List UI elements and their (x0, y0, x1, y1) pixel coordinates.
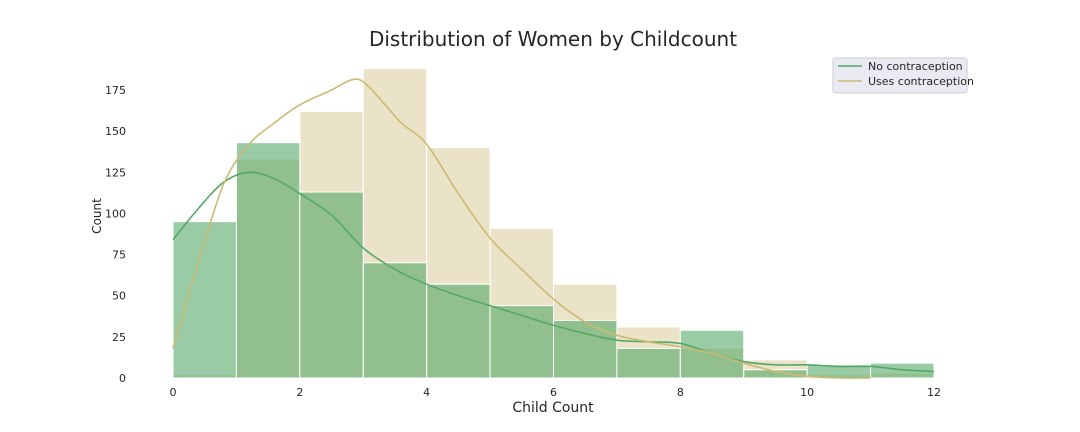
x-tick-label: 12 (927, 386, 941, 399)
kde-line-no-contraception (172, 171, 935, 373)
bar-no-contraception-11 (870, 362, 935, 379)
y-tick-label: 100 (105, 207, 126, 220)
x-axis-label: Child Count (512, 400, 594, 416)
y-tick-label: 50 (112, 290, 126, 303)
bar-no-contraception-1 (235, 142, 301, 379)
bar-no-contraception-6 (553, 319, 618, 379)
bar-no-contraception-4 (426, 283, 491, 379)
x-tick-label: 2 (296, 386, 303, 399)
y-axis-label: Count (90, 198, 104, 234)
legend-label-uses-contraception: Uses contraception (868, 75, 974, 88)
histogram-bars (172, 68, 935, 379)
y-tick-label: 175 (105, 84, 126, 97)
x-tick-label: 4 (423, 386, 430, 399)
y-tick-label: 25 (112, 331, 126, 344)
x-axis-ticks: 0 2 4 6 8 10 12 (170, 386, 942, 399)
legend-box (832, 57, 968, 94)
kde-curves (172, 78, 935, 379)
bar-no-contraception-2 (299, 191, 364, 379)
kde-line-uses-contraception (172, 78, 871, 379)
bar-no-contraception-0 (172, 221, 237, 379)
y-tick-label: 150 (105, 125, 126, 138)
legend: No contraception Uses contraception (832, 57, 974, 94)
y-tick-label: 125 (105, 166, 126, 179)
x-tick-label: 0 (170, 386, 177, 399)
y-tick-label: 0 (119, 372, 126, 385)
x-tick-label: 8 (677, 386, 684, 399)
y-tick-label: 75 (112, 249, 126, 262)
x-tick-label: 6 (550, 386, 557, 399)
bar-no-contraception-3 (362, 262, 428, 379)
bar-no-contraception-7 (616, 347, 681, 379)
bar-no-contraception-5 (489, 305, 555, 379)
x-tick-label: 10 (800, 386, 814, 399)
chart-title: Distribution of Women by Childcount (369, 27, 737, 51)
legend-label-no-contraception: No contraception (868, 60, 963, 73)
y-axis-ticks: 0 25 50 75 100 125 150 175 (105, 84, 126, 385)
